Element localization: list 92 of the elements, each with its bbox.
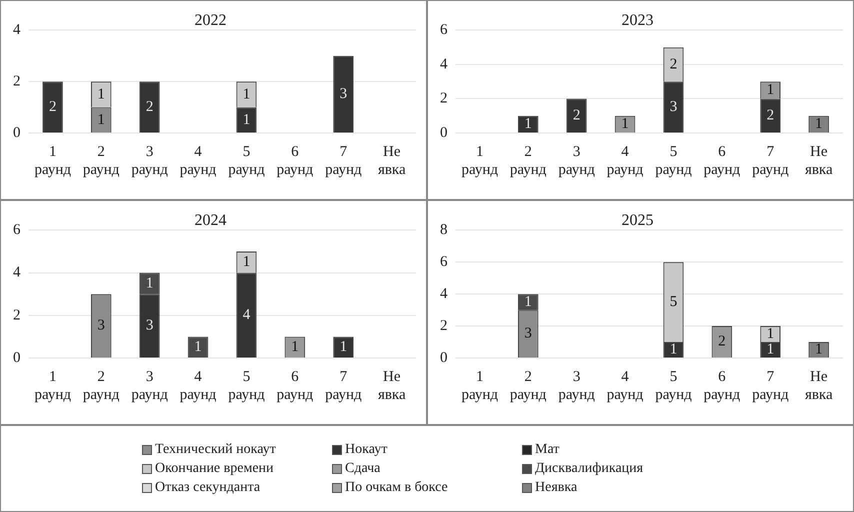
y-tick-label: 4 [440,56,448,72]
data-label: 3 [146,318,154,334]
data-label: 2 [48,98,56,115]
x-tick-label: 4 раунд [180,368,217,403]
chart-title: 2023 [622,12,654,29]
data-label: 2 [766,108,774,124]
data-label: 1 [242,86,250,102]
x-tick-label: 7 раунд [752,368,789,403]
data-label: 1 [815,116,823,132]
data-label: 4 [242,307,251,324]
x-tick-label: 5 раунд [228,144,266,178]
x-tick-label: 2 раунд [510,144,547,178]
x-tick-label: 7 раунд [325,144,362,178]
data-label: 1 [670,342,678,358]
y-tick-label: 2 [440,318,448,334]
y-tick-label: 2 [13,307,20,324]
x-tick-label: 4 раунд [606,144,644,178]
x-tick-label: 1 раунд [34,368,72,403]
legend-label: Отказ секунданта [155,480,260,496]
data-label: 1 [242,254,250,270]
legend-label: Дисквалификация [535,460,644,476]
legend-label: Неявка [535,480,578,496]
y-tick-label: 0 [13,350,20,366]
x-tick-label: Не явка [378,368,406,403]
data-label: 1 [766,342,774,358]
data-label: 1 [97,86,105,102]
x-tick-label: 1 раунд [461,368,498,403]
x-tick-label: 4 раунд [606,368,644,403]
data-label: 3 [97,318,105,334]
data-label: 2 [670,56,678,72]
x-tick-label: 2 раунд [510,368,547,403]
x-tick-label: 6 раунд [276,144,314,178]
x-tick-label: 3 раунд [131,144,168,178]
data-label: 1 [97,112,105,128]
data-label: 1 [815,342,823,358]
data-label: 1 [766,326,774,342]
y-tick-label: 0 [440,350,448,366]
x-tick-label: 1 раунд [461,144,498,178]
data-label: 3 [524,326,532,342]
x-tick-label: 5 раунд [655,368,692,403]
x-tick-label: 6 раунд [276,368,314,403]
data-label: 1 [621,116,629,132]
chart-title: 2022 [194,12,226,29]
data-label: 1 [194,339,202,356]
data-label: 5 [670,294,678,310]
chart-title: 2024 [194,212,226,229]
y-tick-label: 4 [13,264,21,281]
x-tick-label: 6 раунд [704,144,741,178]
y-tick-label: 2 [440,90,448,107]
data-label: 2 [572,108,580,124]
y-tick-label: 6 [440,254,448,270]
x-tick-label: 5 раунд [228,368,266,403]
x-tick-label: 2 раунд [82,144,120,178]
x-tick-label: 3 раунд [131,368,168,403]
y-tick-label: 4 [440,286,448,302]
data-label: 2 [146,98,154,115]
x-tick-label: Не явка [378,144,406,178]
y-tick-label: 8 [440,222,448,238]
y-tick-label: 2 [13,74,20,90]
x-tick-label: Не явка [804,144,833,178]
legend-label: По очкам в боксе [345,480,448,496]
legend-label: Сдача [345,460,380,476]
y-tick-label: 0 [440,124,448,141]
data-label: 3 [670,98,678,115]
legend-label: Технический нокаут [155,442,276,458]
x-tick-label: 3 раунд [558,368,596,403]
x-tick-label: 2 раунд [82,368,120,403]
y-tick-label: 6 [440,22,448,38]
x-tick-label: 7 раунд [325,368,362,403]
data-label: 1 [291,339,299,356]
y-tick-label: 0 [13,124,20,141]
y-tick-label: 6 [13,222,21,238]
legend-label: Нокаут [345,442,388,458]
x-tick-label: 4 раунд [180,144,217,178]
chart-title: 2025 [622,212,654,229]
x-tick-label: 6 раунд [704,368,741,403]
y-tick-label: 4 [13,22,21,38]
data-label: 1 [766,82,774,98]
data-label: 1 [146,275,154,292]
x-tick-label: Не явка [804,368,833,403]
x-tick-label: 5 раунд [655,144,692,178]
data-label: 2 [718,334,726,350]
x-tick-label: 1 раунд [34,144,72,178]
x-tick-label: 3 раунд [558,144,596,178]
legend-label: Мат [535,442,560,458]
data-label: 1 [524,294,532,310]
legend-label: Окончание времени [155,460,274,476]
data-label: 1 [242,112,250,128]
data-label: 1 [524,116,532,132]
data-label: 3 [340,86,348,102]
x-tick-label: 7 раунд [752,144,789,178]
data-label: 1 [340,339,348,356]
